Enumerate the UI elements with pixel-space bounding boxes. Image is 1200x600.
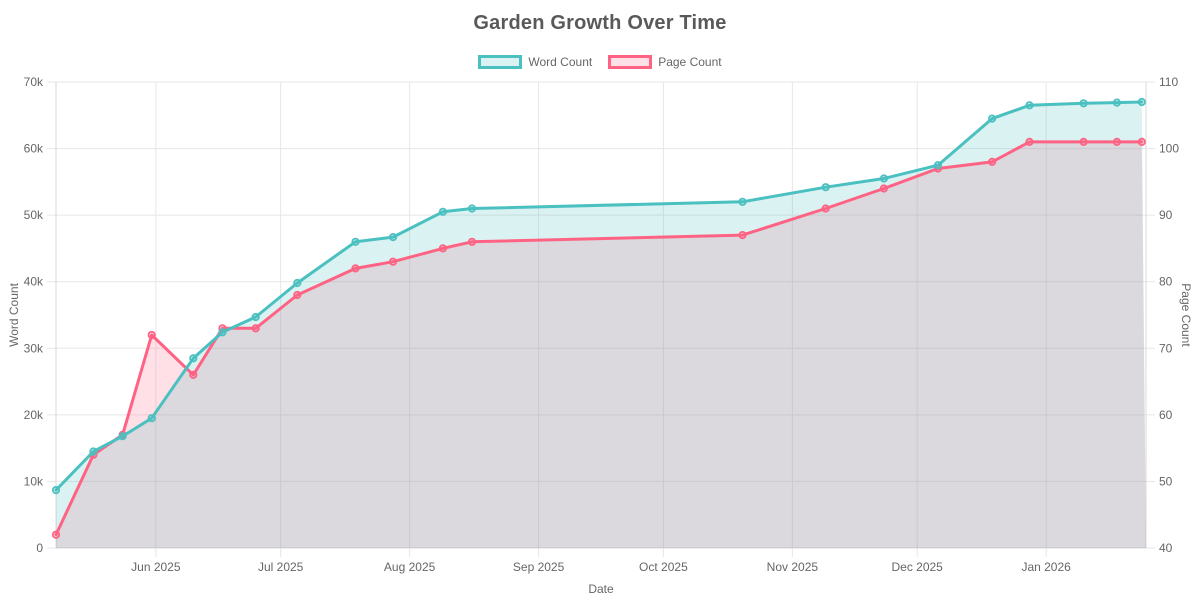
x-tick-label: Jan 2026	[1021, 560, 1071, 574]
word-count-point[interactable]	[147, 414, 156, 423]
word-count-point[interactable]	[1025, 101, 1034, 110]
word-count-point[interactable]	[879, 174, 889, 183]
word-count-point[interactable]	[293, 278, 302, 288]
page-count-area	[56, 141, 1146, 548]
page-count-line	[54, 140, 1144, 537]
y-left-tick-label: 0	[36, 541, 43, 555]
legend: Word Count Page Count	[0, 55, 1200, 69]
word-count-point[interactable]	[1137, 97, 1146, 107]
word-count-point[interactable]	[51, 485, 61, 495]
y-left-tick-label: 50k	[24, 208, 44, 222]
legend-item-page-count[interactable]: Page Count	[608, 55, 722, 69]
y-left-axis-title: Word Count	[7, 283, 21, 347]
legend-label-page-count: Page Count	[658, 55, 722, 69]
page-count-point[interactable]	[251, 324, 260, 333]
legend-swatch-word-count	[478, 55, 523, 69]
page-count-point[interactable]	[467, 237, 477, 246]
word-count-point[interactable]	[89, 447, 98, 456]
page-count-point[interactable]	[438, 244, 447, 253]
legend-label-word-count: Word Count	[528, 55, 593, 69]
word-count-point[interactable]	[987, 114, 997, 123]
y-right-tick-label: 40	[1159, 541, 1173, 555]
chart-title: Garden Growth Over Time	[473, 12, 727, 34]
word-count-point[interactable]	[1112, 98, 1122, 107]
word-count-line	[54, 100, 1144, 492]
page-count-point[interactable]	[879, 184, 889, 193]
x-tick-label: Jul 2025	[258, 560, 304, 574]
x-tick-label: Nov 2025	[767, 560, 819, 574]
word-count-point[interactable]	[821, 183, 830, 192]
y-left-tick-label: 30k	[24, 341, 44, 355]
word-count-point[interactable]	[933, 161, 943, 170]
y-right-tick-label: 70	[1159, 341, 1173, 355]
page-count-point[interactable]	[51, 530, 61, 539]
word-count-point[interactable]	[351, 237, 360, 246]
word-count-point[interactable]	[738, 197, 747, 206]
page-count-point[interactable]	[388, 257, 398, 266]
word-count-point[interactable]	[438, 207, 447, 216]
legend-swatch-page-count	[608, 55, 653, 69]
x-axis-title: Date	[588, 582, 614, 596]
word-count-point[interactable]	[251, 312, 260, 322]
page-count-point[interactable]	[1112, 137, 1122, 146]
y-right-tick-label: 100	[1159, 142, 1179, 156]
y-right-tick-label: 90	[1159, 208, 1173, 222]
page-count-point[interactable]	[147, 330, 156, 340]
x-tick-label: Jun 2025	[131, 560, 181, 574]
word-count-point[interactable]	[1079, 99, 1088, 108]
y-left-tick-label: 70k	[24, 75, 44, 89]
word-count-point[interactable]	[388, 233, 398, 242]
x-tick-label: Sep 2025	[513, 560, 565, 574]
page-count-point[interactable]	[351, 264, 360, 273]
y-left-tick-label: 40k	[24, 275, 44, 289]
page-count-point[interactable]	[1079, 137, 1088, 146]
y-right-tick-label: 50	[1159, 474, 1173, 488]
word-count-point[interactable]	[218, 328, 227, 337]
y-right-tick-label: 60	[1159, 408, 1173, 422]
page-count-point[interactable]	[189, 370, 198, 379]
x-tick-label: Dec 2025	[891, 560, 943, 574]
y-right-axis-title: Page Count	[1179, 283, 1193, 347]
legend-item-word-count[interactable]: Word Count	[478, 55, 592, 69]
word-count-point[interactable]	[467, 204, 477, 213]
page-count-point[interactable]	[293, 290, 302, 300]
y-left-tick-label: 10k	[24, 474, 44, 488]
x-tick-label: Oct 2025	[639, 560, 688, 574]
page-count-point[interactable]	[987, 157, 997, 166]
page-count-point[interactable]	[821, 204, 830, 213]
x-tick-label: Aug 2025	[384, 560, 436, 574]
page-count-point[interactable]	[738, 231, 747, 240]
page-count-point[interactable]	[1025, 137, 1034, 146]
y-right-tick-label: 80	[1159, 275, 1173, 289]
word-count-point[interactable]	[189, 354, 198, 363]
y-right-tick-label: 110	[1159, 75, 1178, 89]
word-count-area	[56, 102, 1146, 548]
word-count-point[interactable]	[118, 432, 127, 441]
y-left-tick-label: 60k	[24, 142, 44, 156]
y-left-tick-label: 20k	[24, 408, 44, 422]
page-count-point[interactable]	[1137, 137, 1146, 146]
